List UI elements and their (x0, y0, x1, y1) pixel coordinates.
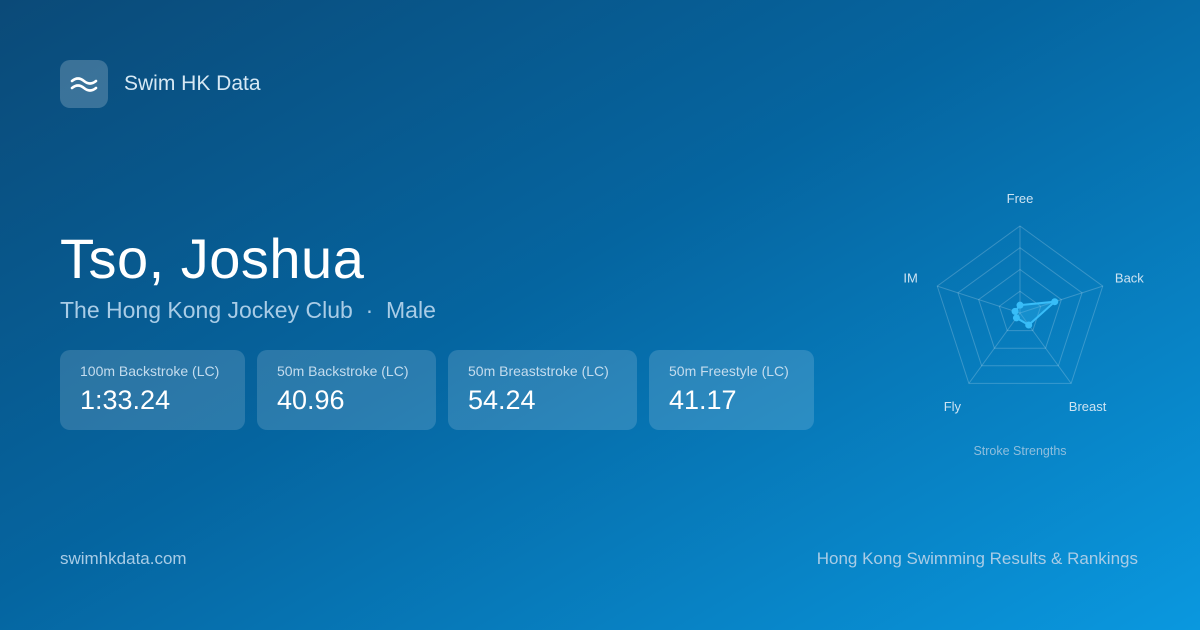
axis-label-fly: Fly (944, 399, 962, 414)
club: The Hong Kong Jockey Club (60, 297, 353, 323)
event-label: 50m Backstroke (LC) (277, 363, 409, 379)
tagline: Hong Kong Swimming Results & Rankings (816, 549, 1138, 568)
event-label: 100m Backstroke (LC) (80, 363, 220, 379)
data-point-breast (1025, 321, 1033, 329)
grid-spoke (937, 285, 1021, 314)
result-card: 100m Backstroke (LC) 1:33.24 (60, 350, 245, 430)
logo (60, 60, 108, 108)
result-card: 50m Freestyle (LC) 41.17 (649, 350, 814, 430)
event-label: 50m Breaststroke (LC) (468, 363, 609, 379)
data-point-free (1016, 301, 1024, 309)
data-point-im (1011, 307, 1019, 315)
chart-title: Stroke Strengths (973, 444, 1066, 458)
gender: Male (386, 297, 436, 323)
waves-icon (70, 77, 98, 92)
event-time: 54.24 (468, 385, 536, 415)
grid-spoke (1019, 285, 1103, 314)
event-label: 50m Freestyle (LC) (669, 363, 789, 379)
athlete-subtitle: The Hong Kong Jockey Club · Male (60, 297, 436, 324)
brand-name: Swim HK Data (124, 72, 261, 95)
site-url: swimhkdata.com (60, 549, 187, 568)
grid-ring (957, 247, 1083, 367)
event-time: 40.96 (277, 385, 345, 415)
axis-label-im: IM (903, 270, 917, 285)
athlete-name: Tso, Joshua (60, 227, 365, 290)
axis-label-breast: Breast (1069, 399, 1107, 414)
axis-label-free: Free (1007, 191, 1034, 206)
data-point-fly (1012, 314, 1020, 322)
event-time: 1:33.24 (80, 385, 171, 415)
grid-spoke (968, 312, 1021, 384)
grid-ring (978, 268, 1062, 349)
result-card: 50m Breaststroke (LC) 54.24 (448, 350, 637, 430)
result-card: 50m Backstroke (LC) 40.96 (257, 350, 436, 430)
axis-label-back: Back (1115, 270, 1144, 285)
data-point-back (1051, 298, 1059, 306)
event-time: 41.17 (669, 385, 737, 415)
results-cards: 100m Backstroke (LC) 1:33.24 50m Backstro… (60, 350, 814, 430)
stroke-radar-chart: Free Back Breast Fly IM Stroke Strengths (903, 191, 1144, 458)
grid-ring (936, 225, 1104, 384)
separator: · (365, 297, 374, 323)
